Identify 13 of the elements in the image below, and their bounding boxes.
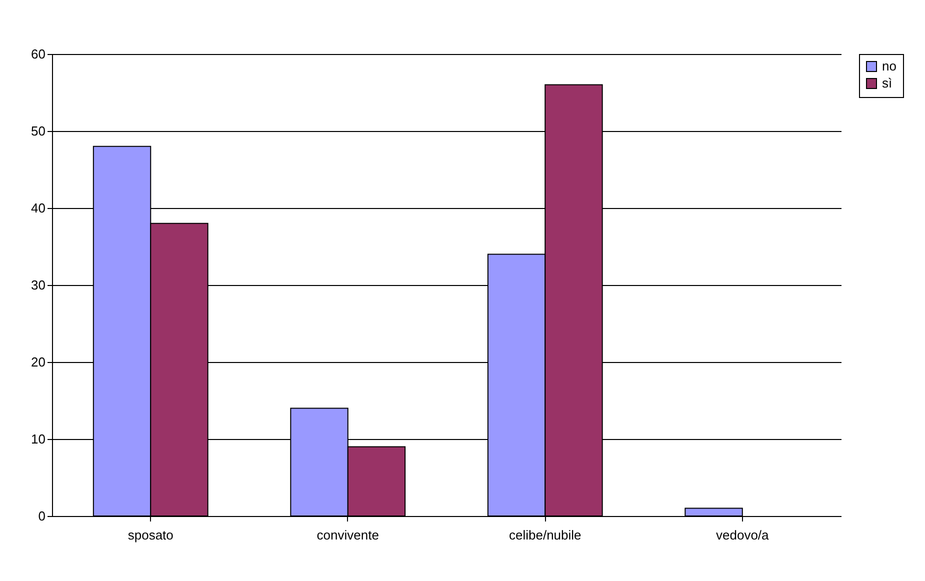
x-tick-label: celibe/nubile [508, 528, 582, 542]
legend-label: no [882, 58, 896, 74]
y-tick-label: 0 [38, 508, 46, 524]
y-tick-label: 50 [31, 124, 46, 138]
legend-label: sì [882, 76, 892, 90]
y-tick-label: 60 [31, 46, 46, 62]
y-tick-label: 30 [31, 278, 46, 292]
y-tick-label: 10 [31, 432, 46, 446]
x-tick-label: vedovo/a [716, 528, 770, 542]
y-tick-label: 20 [31, 354, 46, 370]
x-tick-label: convivente [316, 528, 379, 542]
y-tick-label: 40 [31, 200, 46, 216]
x-tick-label: sposato [128, 528, 174, 542]
